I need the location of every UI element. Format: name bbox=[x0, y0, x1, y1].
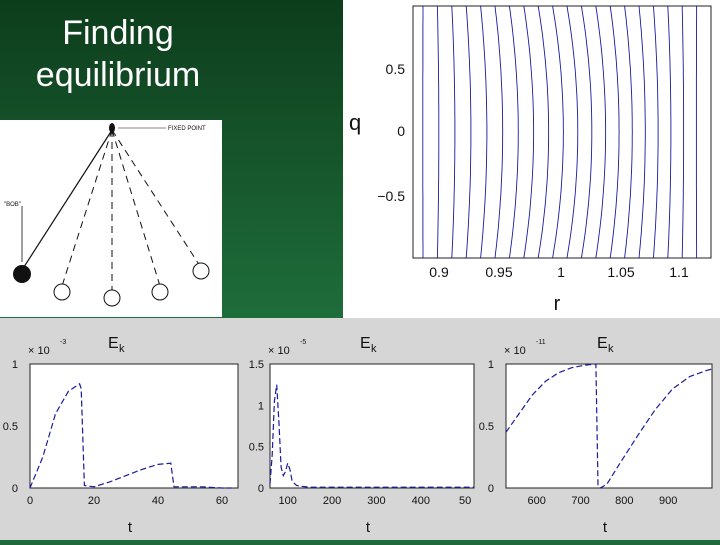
bob-hollow-1 bbox=[54, 284, 70, 300]
scale-label: × 10 bbox=[504, 345, 526, 357]
bob-hollow-3 bbox=[152, 284, 168, 300]
bob-hollow-4 bbox=[193, 263, 209, 279]
plot-area bbox=[30, 364, 238, 488]
plot-area bbox=[506, 364, 712, 488]
pendulum-string-dashed-4 bbox=[112, 130, 200, 266]
title-line-2: equilibrium bbox=[18, 54, 218, 96]
title-line-1: Finding bbox=[18, 12, 218, 54]
contour-x-tick: 0.9 bbox=[429, 264, 449, 280]
x-axis-label: t bbox=[128, 519, 133, 536]
scale-label: × 10 bbox=[268, 345, 290, 357]
y-tick-label: 1 bbox=[488, 359, 494, 371]
contour-x-ticks: 0.9 0.95 1 1.05 1.1 bbox=[429, 264, 689, 280]
contour-x-tick: 1.1 bbox=[669, 264, 689, 280]
x-tick-label: 200 bbox=[323, 495, 341, 507]
bob-label: "BOB" bbox=[4, 202, 21, 208]
x-axis-label: t bbox=[603, 519, 608, 536]
contour-y-label: q bbox=[349, 110, 361, 135]
contour-plot-area bbox=[413, 6, 711, 258]
contour-y-ticks: 0.5 0 −0.5 bbox=[377, 61, 405, 204]
x-tick-label: 40 bbox=[152, 495, 164, 507]
scale-exponent: -5 bbox=[300, 339, 306, 346]
x-tick-label: 300 bbox=[367, 495, 385, 507]
x-tick-label: 800 bbox=[615, 495, 633, 507]
x-tick-label: 20 bbox=[88, 495, 100, 507]
x-tick-label: 50 bbox=[459, 495, 471, 507]
pendulum-diagram: FIXED POINT "BOB" bbox=[0, 120, 222, 317]
contour-x-tick: 1 bbox=[557, 264, 565, 280]
contour-y-tick: 0.5 bbox=[386, 61, 406, 77]
pendulum-string-dashed-1 bbox=[62, 130, 112, 286]
pendulum-string-solid bbox=[22, 130, 112, 270]
pendulum-string-dashed-3 bbox=[112, 130, 160, 286]
slide-title: Finding equilibrium bbox=[18, 12, 218, 96]
contour-x-label: r bbox=[554, 293, 561, 315]
contour-x-tick: 0.95 bbox=[485, 264, 512, 280]
x-tick-label: 900 bbox=[659, 495, 677, 507]
y-axis-label-sub: k bbox=[371, 343, 377, 355]
fixed-point-label: FIXED POINT bbox=[168, 126, 206, 132]
x-tick-label: 0 bbox=[27, 495, 33, 507]
x-tick-label: 700 bbox=[571, 495, 589, 507]
contour-y-tick: −0.5 bbox=[377, 188, 405, 204]
y-axis-label: E bbox=[597, 335, 608, 352]
y-tick-label: 0 bbox=[12, 483, 18, 495]
y-tick-label: 0 bbox=[488, 483, 494, 495]
y-tick-label: 1.5 bbox=[249, 359, 264, 371]
x-tick-label: 400 bbox=[412, 495, 430, 507]
scale-label: × 10 bbox=[28, 345, 50, 357]
scale-exponent: -11 bbox=[536, 339, 546, 346]
contour-y-tick: 0 bbox=[397, 123, 405, 139]
x-axis-label: t bbox=[366, 519, 371, 536]
x-tick-label: 60 bbox=[216, 495, 228, 507]
y-axis-label-sub: k bbox=[119, 343, 125, 355]
y-tick-label: 0.5 bbox=[3, 421, 18, 433]
contour-plot: 0.9 0.95 1 1.05 1.1 0.5 0 −0.5 r q bbox=[343, 0, 720, 318]
x-tick-label: 100 bbox=[279, 495, 297, 507]
y-tick-label: 1 bbox=[258, 400, 264, 412]
x-tick-label: 600 bbox=[528, 495, 546, 507]
y-tick-label: 0.5 bbox=[249, 442, 264, 454]
y-tick-label: 0 bbox=[258, 483, 264, 495]
bob-solid bbox=[13, 265, 31, 283]
y-tick-label: 0.5 bbox=[479, 421, 494, 433]
contour-svg: 0.9 0.95 1 1.05 1.1 0.5 0 −0.5 r q bbox=[343, 0, 720, 318]
scale-exponent: -3 bbox=[60, 339, 66, 346]
plot-area bbox=[270, 364, 474, 488]
bob-hollow-2 bbox=[104, 290, 120, 306]
pendulum-svg: FIXED POINT "BOB" bbox=[0, 120, 222, 317]
y-axis-label-sub: k bbox=[608, 343, 614, 355]
contour-x-tick: 1.05 bbox=[607, 264, 634, 280]
y-axis-label: E bbox=[360, 335, 371, 352]
y-tick-label: 1 bbox=[12, 359, 18, 371]
y-axis-label: E bbox=[108, 335, 119, 352]
